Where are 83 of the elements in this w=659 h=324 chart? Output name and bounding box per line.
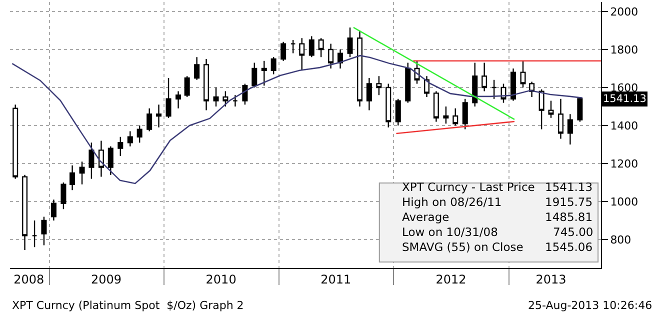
annotation: 1915.75 — [545, 195, 593, 209]
candlestick — [176, 90, 182, 109]
candlestick — [252, 62, 258, 88]
candlestick — [232, 94, 238, 108]
candlestick — [290, 39, 296, 54]
annotation: 745.00 — [553, 225, 594, 239]
annotation: Low on 10/31/08 — [402, 225, 498, 239]
x-tick-label: 2008 — [14, 272, 44, 286]
candlestick — [395, 98, 401, 126]
candlestick — [347, 26, 353, 58]
y-tick-label: 1400 — [610, 119, 638, 132]
candlestick — [270, 56, 276, 75]
candlestick — [280, 41, 286, 62]
candlestick — [213, 86, 219, 108]
candlestick — [60, 182, 66, 210]
candlestick — [299, 38, 305, 71]
y-tick-label: 800 — [610, 233, 632, 246]
y-tick-label: 1600 — [610, 81, 638, 94]
y-tick-label: 1800 — [610, 43, 638, 56]
candlestick — [184, 76, 190, 98]
y-tick-label: 1000 — [610, 195, 638, 208]
candlestick — [261, 60, 267, 86]
candlestick — [136, 124, 142, 144]
candlestick — [548, 100, 554, 118]
text: 1541.13 — [603, 93, 646, 105]
annotation: 1485.81 — [545, 210, 593, 224]
x-tick-label: 2012 — [436, 272, 466, 286]
candlestick — [166, 77, 172, 118]
candlestick — [318, 38, 324, 58]
annotation: XPT Curncy - Last Price — [402, 180, 535, 194]
text: 25-Aug-2013 10:26:46 — [528, 299, 652, 312]
annotation: 1541.13 — [545, 180, 593, 194]
candlestick — [32, 220, 38, 248]
candlestick — [127, 130, 133, 147]
candlestick — [567, 114, 573, 146]
candlestick — [538, 88, 544, 130]
candlestick — [558, 98, 564, 140]
y-tick-label: 2000 — [610, 5, 638, 18]
candlestick — [433, 90, 439, 122]
annotation: SMAVG (55) on Close — [402, 240, 524, 254]
text: XPT Curncy (Platinum Spot $/Oz) Graph 2 — [12, 299, 244, 312]
x-tick-label: 2011 — [320, 272, 352, 286]
candlestick — [70, 164, 76, 191]
candlestick — [405, 62, 411, 104]
candlestick — [472, 62, 478, 108]
candlestick — [357, 30, 363, 108]
candlestick — [338, 48, 344, 70]
x-tick-label: 2009 — [90, 272, 122, 286]
candlestick — [491, 79, 497, 100]
candlestick — [328, 43, 334, 70]
x-tick-label: 2010 — [206, 272, 236, 286]
candlestick — [520, 60, 526, 88]
candlestick — [452, 108, 458, 126]
candlestick — [156, 104, 162, 128]
candlestick — [88, 142, 94, 180]
candlestick — [22, 174, 28, 251]
annotation: High on 08/26/11 — [402, 195, 502, 209]
candlestick — [41, 216, 47, 246]
candlestick — [204, 58, 210, 111]
candlestick — [577, 97, 583, 122]
candlestick — [386, 83, 392, 128]
annotation: 1545.06 — [545, 240, 593, 254]
candlestick — [366, 77, 372, 111]
candlestick — [462, 98, 468, 130]
candlestick — [194, 56, 200, 80]
candlestick — [242, 83, 248, 106]
candlestick — [12, 104, 18, 180]
candlestick — [118, 136, 124, 156]
annotation: Average — [402, 210, 450, 224]
candlestick — [146, 108, 152, 132]
candlestick — [79, 161, 85, 185]
candlestick — [98, 140, 104, 178]
candlestick — [308, 36, 314, 58]
candlestick — [510, 68, 516, 102]
candlestick — [424, 76, 430, 98]
y-tick-label: 1200 — [610, 157, 638, 170]
candlestick — [222, 90, 228, 108]
x-tick-label: 2013 — [536, 272, 566, 286]
candlestick — [108, 146, 114, 176]
candlestick — [376, 76, 382, 96]
candlestick — [50, 199, 56, 222]
candlestick — [482, 62, 488, 92]
candlestick — [443, 106, 449, 124]
